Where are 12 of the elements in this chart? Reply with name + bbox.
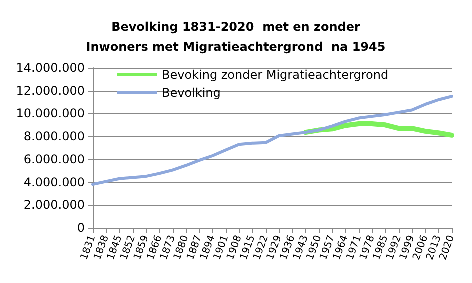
legend-label: Bevoking zonder Migratieachtergrond bbox=[162, 68, 389, 82]
x-tick-label: 2020 bbox=[438, 234, 458, 262]
y-tick-label: 2.000.000 bbox=[24, 198, 85, 212]
y-tick-label: 12.000.000 bbox=[16, 84, 85, 98]
y-tick-label: 4.000.000 bbox=[24, 175, 85, 190]
y-tick-label: 10.000.000 bbox=[16, 106, 85, 121]
y-tick-label: 14.000.000 bbox=[16, 61, 85, 75]
y-tick-label: 0 bbox=[77, 221, 85, 235]
legend-label: Bevolking bbox=[162, 86, 221, 100]
y-tick-label: 8.000.000 bbox=[24, 130, 85, 144]
chart-title: Bevolking 1831-2020 met en zonder Inwoners met Migratieachtergrond na 1945 bbox=[86, 20, 386, 54]
y-tick-label: 6.000.000 bbox=[24, 152, 85, 166]
